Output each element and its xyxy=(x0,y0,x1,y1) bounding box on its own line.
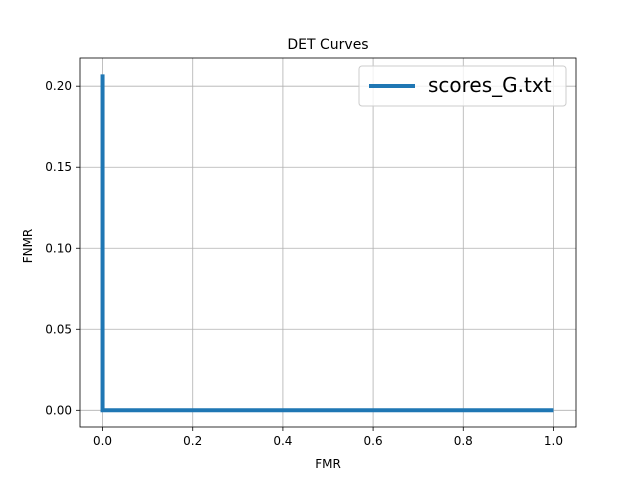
legend-box xyxy=(358,65,567,107)
x-axis-label: FMR xyxy=(315,457,341,471)
x-tick-label: 1.0 xyxy=(544,434,563,448)
x-tick-label: 0.4 xyxy=(273,434,292,448)
plot-frame xyxy=(79,57,577,428)
x-axis: 0.0 0.2 0.4 0.6 0.8 1.0 xyxy=(93,427,563,448)
legend-label: scores_G.txt xyxy=(428,73,552,97)
series-line xyxy=(100,74,554,413)
x-tick-label: 0.6 xyxy=(364,434,383,448)
y-tick-label: 0.00 xyxy=(45,403,72,417)
series-layer xyxy=(100,74,554,413)
y-tick-label: 0.15 xyxy=(45,160,72,174)
y-axis-label: FNMR xyxy=(21,229,35,264)
chart-title: DET Curves xyxy=(287,37,368,53)
x-tick-label: 0.0 xyxy=(93,434,112,448)
y-tick-label: 0.05 xyxy=(45,322,72,336)
x-tick-label: 0.2 xyxy=(183,434,202,448)
y-axis: 0.00 0.05 0.10 0.15 0.20 xyxy=(45,79,80,417)
y-tick-label: 0.20 xyxy=(45,79,72,93)
x-tick-label: 0.8 xyxy=(454,434,473,448)
y-tick-label: 0.10 xyxy=(45,241,72,255)
legend: scores_G.txt xyxy=(358,65,567,107)
